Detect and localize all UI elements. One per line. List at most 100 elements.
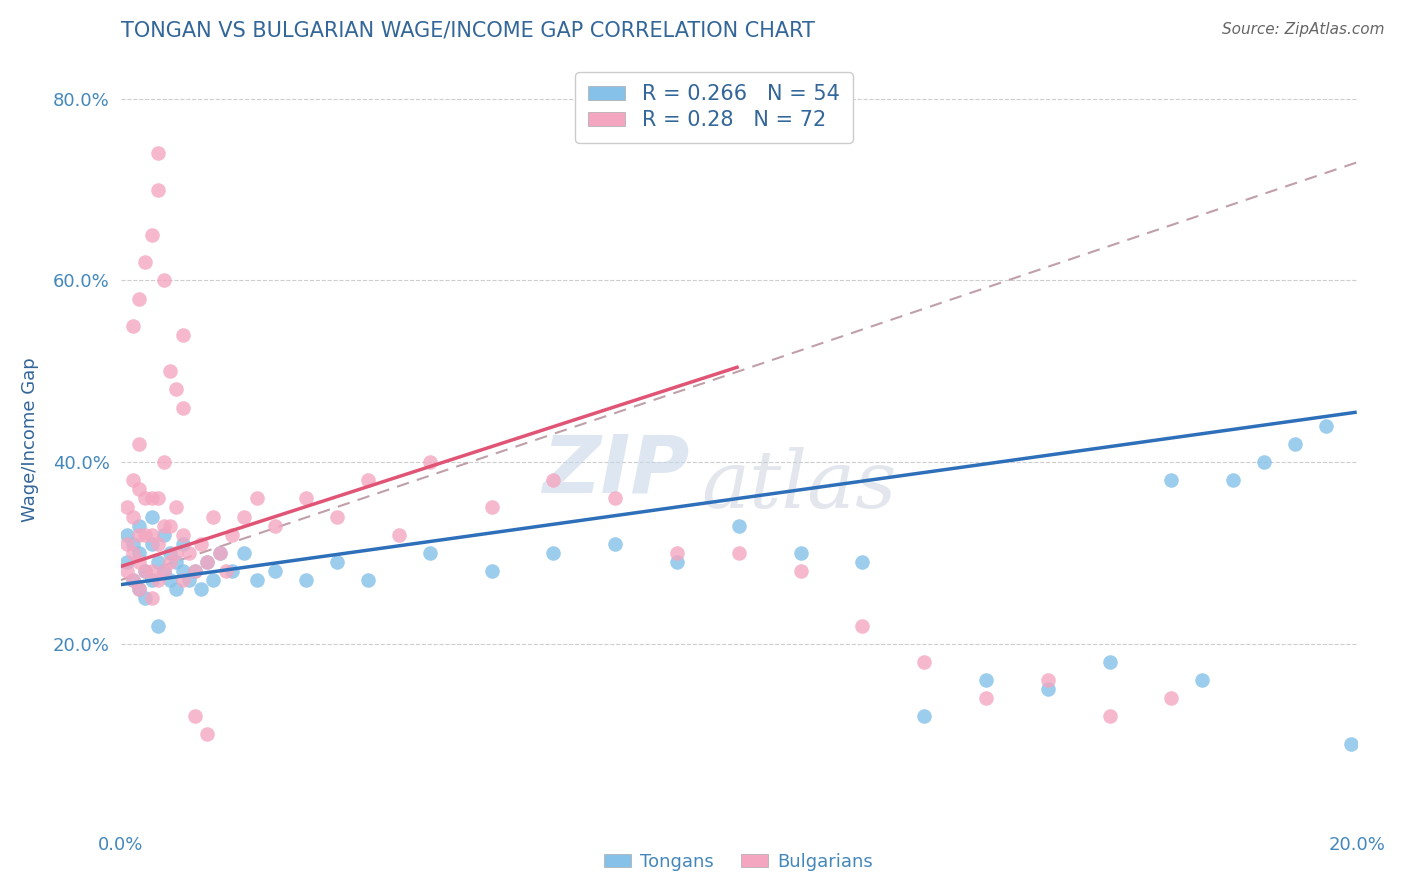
Point [208,546,231,560]
Point [146,618,169,632]
Point [128,518,150,533]
Point [146,555,169,569]
Point [134,591,156,606]
Point [141,564,163,578]
Point [128,483,150,497]
Point [603,537,626,551]
Point [159,364,181,378]
Point [141,537,163,551]
Point [1160,473,1182,487]
Point [1191,673,1213,687]
Point [128,546,150,560]
Point [208,546,231,560]
Point [295,573,318,587]
Point [134,564,156,578]
Point [122,573,145,587]
Point [122,537,145,551]
Point [128,555,150,569]
Point [172,573,194,587]
Point [165,500,187,515]
Point [146,491,169,506]
Point [215,564,238,578]
Point [153,455,176,469]
Point [115,527,138,541]
Point [233,509,256,524]
Text: TONGAN VS BULGARIAN WAGE/INCOME GAP CORRELATION CHART: TONGAN VS BULGARIAN WAGE/INCOME GAP CORR… [121,21,814,41]
Point [134,564,156,578]
Point [727,518,749,533]
Point [122,318,145,333]
Point [165,582,187,597]
Point [184,709,207,723]
Text: ZIP: ZIP [541,431,689,509]
Point [727,546,749,560]
Point [159,555,181,569]
Point [202,573,225,587]
Point [912,709,935,723]
Point [388,527,411,541]
Point [481,500,503,515]
Point [184,564,207,578]
Point [543,473,565,487]
Point [326,555,349,569]
Point [134,255,156,269]
Point [177,546,200,560]
Point [115,537,138,551]
Point [221,564,243,578]
Point [165,383,187,397]
Point [134,527,156,541]
Point [115,564,138,578]
Point [1036,673,1059,687]
Point [195,555,218,569]
Point [1036,681,1059,696]
Point [146,146,169,161]
Point [481,564,503,578]
Point [122,473,145,487]
Point [141,228,163,243]
Point [159,546,181,560]
Point [665,555,688,569]
Legend: Tongans, Bulgarians: Tongans, Bulgarians [598,846,880,878]
Point [184,564,207,578]
Point [1284,437,1306,451]
Point [974,673,997,687]
Point [326,509,349,524]
Point [141,527,163,541]
Point [264,518,287,533]
Point [912,655,935,669]
Point [603,491,626,506]
Point [128,437,150,451]
Point [1253,455,1275,469]
Point [195,727,218,741]
Point [141,491,163,506]
Point [1098,655,1121,669]
Point [146,183,169,197]
Point [141,591,163,606]
Point [974,691,997,706]
Text: atlas: atlas [702,447,897,524]
Point [419,546,441,560]
Point [1222,473,1244,487]
Point [165,555,187,569]
Point [172,401,194,415]
Y-axis label: Wage/Income Gap: Wage/Income Gap [21,357,39,522]
Point [115,500,138,515]
Point [1160,691,1182,706]
Point [165,546,187,560]
Point [153,564,176,578]
Point [1315,418,1337,433]
Point [190,537,212,551]
Point [172,328,194,343]
Point [246,573,269,587]
Point [202,509,225,524]
Point [159,573,181,587]
Point [146,573,169,587]
Point [246,491,269,506]
Point [221,527,243,541]
Point [122,509,145,524]
Point [233,546,256,560]
Point [153,564,176,578]
Point [128,527,150,541]
Point [122,546,145,560]
Point [141,509,163,524]
